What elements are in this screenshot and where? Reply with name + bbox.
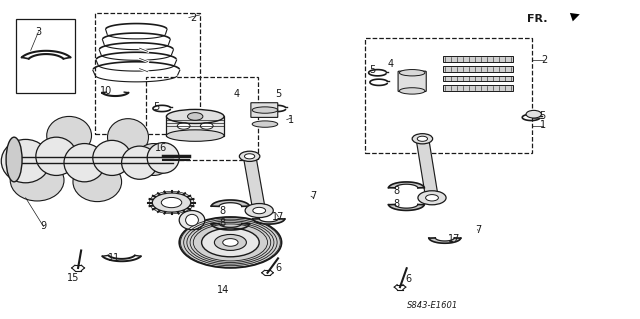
Text: 14: 14	[216, 285, 229, 295]
Polygon shape	[253, 219, 285, 224]
Polygon shape	[388, 182, 424, 188]
Ellipse shape	[252, 121, 278, 127]
Text: 17: 17	[272, 212, 285, 222]
Circle shape	[239, 151, 260, 161]
Ellipse shape	[6, 137, 22, 182]
Text: 12: 12	[168, 204, 180, 214]
Ellipse shape	[399, 88, 425, 94]
Circle shape	[161, 197, 182, 208]
FancyBboxPatch shape	[398, 71, 426, 92]
Text: 8: 8	[220, 205, 226, 216]
Text: 15: 15	[67, 272, 80, 283]
Ellipse shape	[64, 144, 105, 182]
Circle shape	[188, 113, 203, 120]
Circle shape	[244, 154, 255, 159]
Text: S843-E1601: S843-E1601	[407, 301, 458, 310]
Circle shape	[426, 195, 438, 201]
Text: 8: 8	[394, 199, 400, 209]
Polygon shape	[388, 204, 424, 211]
FancyBboxPatch shape	[443, 56, 513, 62]
Text: 8: 8	[220, 218, 226, 228]
Text: 11: 11	[108, 253, 120, 263]
Polygon shape	[416, 138, 438, 198]
Ellipse shape	[186, 214, 198, 226]
Text: 7: 7	[476, 225, 482, 235]
Ellipse shape	[147, 143, 179, 173]
Polygon shape	[211, 200, 250, 206]
Ellipse shape	[166, 130, 224, 141]
Ellipse shape	[47, 116, 92, 155]
Text: 5: 5	[540, 111, 546, 122]
Text: 5: 5	[369, 64, 376, 75]
Circle shape	[245, 204, 273, 218]
Text: 3: 3	[35, 27, 42, 37]
Ellipse shape	[36, 137, 77, 175]
Ellipse shape	[252, 107, 278, 113]
Text: 16: 16	[155, 143, 168, 153]
Circle shape	[253, 207, 266, 214]
FancyBboxPatch shape	[443, 66, 513, 72]
Polygon shape	[211, 224, 250, 230]
Circle shape	[214, 234, 246, 250]
Ellipse shape	[399, 70, 425, 76]
Text: 5: 5	[154, 102, 160, 112]
Text: 6: 6	[275, 263, 282, 273]
Text: 4: 4	[387, 59, 394, 69]
Text: 5: 5	[275, 89, 282, 99]
Text: 8: 8	[394, 186, 400, 197]
Circle shape	[179, 217, 282, 268]
Text: 7: 7	[310, 191, 317, 201]
Ellipse shape	[73, 162, 122, 202]
Text: 2: 2	[541, 55, 547, 65]
Circle shape	[223, 239, 238, 246]
Text: FR.: FR.	[527, 14, 548, 24]
Ellipse shape	[136, 144, 172, 175]
Circle shape	[177, 123, 190, 129]
Text: 10: 10	[99, 86, 112, 96]
Text: 1: 1	[540, 120, 546, 130]
Circle shape	[526, 110, 541, 118]
Ellipse shape	[108, 119, 148, 156]
Text: 13: 13	[191, 222, 204, 232]
Text: 1: 1	[288, 115, 294, 125]
Circle shape	[412, 134, 433, 144]
Circle shape	[152, 193, 191, 212]
Text: 2: 2	[190, 12, 196, 23]
Text: 6: 6	[405, 274, 412, 284]
Ellipse shape	[166, 109, 224, 123]
Circle shape	[202, 228, 259, 257]
Ellipse shape	[122, 146, 157, 179]
Ellipse shape	[93, 140, 131, 175]
Circle shape	[417, 136, 428, 141]
Circle shape	[200, 123, 213, 129]
FancyBboxPatch shape	[443, 85, 513, 91]
Circle shape	[418, 191, 446, 205]
Polygon shape	[429, 238, 461, 243]
FancyBboxPatch shape	[166, 116, 224, 136]
Ellipse shape	[10, 160, 64, 201]
FancyBboxPatch shape	[251, 103, 278, 117]
Text: 17: 17	[448, 234, 461, 244]
Text: 4: 4	[234, 89, 240, 99]
FancyBboxPatch shape	[443, 76, 513, 81]
Text: 9: 9	[40, 221, 47, 232]
Ellipse shape	[179, 211, 205, 230]
Polygon shape	[243, 156, 266, 211]
Ellipse shape	[1, 139, 50, 183]
